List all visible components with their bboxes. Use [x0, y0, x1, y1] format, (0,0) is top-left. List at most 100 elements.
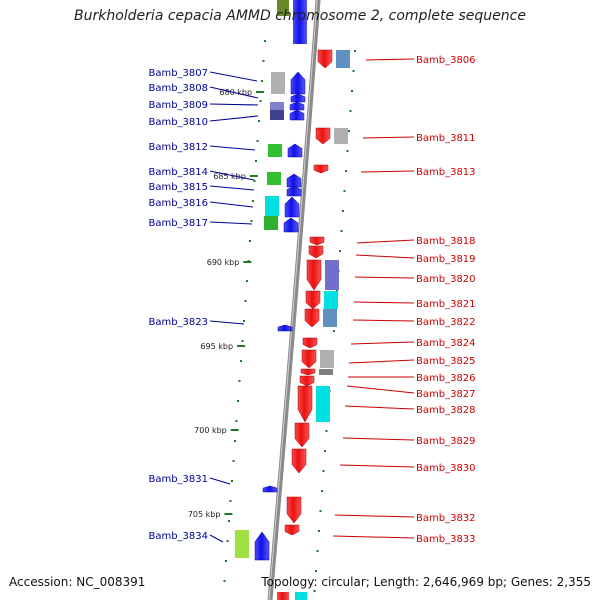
cog-box-bamb-3810	[270, 110, 284, 120]
gene-arrow-bamb-3815	[286, 185, 302, 197]
label-leader-bamb-3831	[209, 477, 231, 485]
gene-arrow-bamb-3810	[289, 109, 305, 121]
gene-arrow-partial-bottom	[277, 592, 289, 600]
gene-label-bamb-3814: Bamb_3814	[148, 167, 208, 178]
scale-tick-label: 705 kbp	[188, 510, 221, 519]
cog-box-bamb-3826	[319, 369, 333, 375]
cog-box-bamb-3828	[316, 386, 330, 422]
gene-arrow-bamb-3807	[290, 71, 306, 95]
gene-arrow-bamb-3824	[302, 337, 318, 349]
gene-label-bamb-3832: Bamb_3832	[416, 513, 476, 524]
topology-text: Topology: circular; Length: 2,646,969 bp…	[261, 575, 591, 589]
label-leader-bamb-3823	[209, 320, 245, 325]
cog-box-bamb-3812	[268, 144, 282, 157]
label-leader-bamb-3830	[339, 464, 415, 468]
label-leader-bamb-3812	[209, 145, 256, 151]
cog-box-bamb-3821	[324, 291, 338, 309]
gene-label-bamb-3819: Bamb_3819	[416, 254, 476, 265]
label-leader-bamb-3811	[362, 136, 415, 139]
gene-arrow-bamb-3834	[254, 531, 270, 561]
label-leader-bamb-3819	[355, 254, 415, 259]
scale-tick-label: 685 kbp	[213, 172, 246, 181]
label-leader-bamb-3833	[332, 535, 415, 539]
gene-arrow-bamb-3833	[284, 524, 300, 536]
gene-arrow-bamb-3814	[286, 173, 302, 188]
gene-label-bamb-3817: Bamb_3817	[148, 218, 208, 229]
gene-label-bamb-3815: Bamb_3815	[148, 182, 208, 193]
cog-box-bamb-3817	[264, 216, 278, 230]
label-leader-bamb-3824	[350, 341, 415, 345]
gene-arrow-bamb-3830	[291, 448, 307, 474]
gene-label-bamb-3813: Bamb_3813	[416, 167, 476, 178]
label-leader-bamb-3807	[209, 71, 258, 82]
gene-arrow-bamb-3806	[317, 49, 333, 69]
label-leader-bamb-3806	[365, 58, 415, 61]
cog-box-bamb-3809	[270, 102, 284, 110]
gene-arrow-bamb-3808	[290, 93, 306, 103]
cog-box-bamb-3825	[320, 350, 334, 368]
scale-tick-label: 695 kbp	[200, 342, 233, 351]
gene-arrow-bamb-3831	[262, 485, 278, 493]
gene-label-bamb-3822: Bamb_3822	[416, 317, 476, 328]
gene-label-bamb-3833: Bamb_3833	[416, 534, 476, 545]
gene-arrow-bamb-3818	[309, 236, 325, 246]
label-leader-bamb-3818	[356, 239, 415, 244]
label-leader-bamb-3822	[352, 319, 415, 322]
cog-box-bamb-3811	[334, 128, 348, 144]
gene-arrow-bamb-3822	[304, 308, 320, 328]
gene-label-bamb-3829: Bamb_3829	[416, 436, 476, 447]
scale-tick-label: 700 kbp	[194, 426, 227, 435]
gene-label-bamb-3834: Bamb_3834	[148, 531, 208, 542]
gene-arrow-bamb-3820	[306, 259, 322, 291]
gene-label-bamb-3820: Bamb_3820	[416, 274, 476, 285]
label-leader-bamb-3820	[354, 276, 415, 279]
cog-box-bamb-3814	[267, 172, 281, 185]
gene-label-bamb-3806: Bamb_3806	[416, 55, 476, 66]
gene-label-bamb-3807: Bamb_3807	[148, 68, 208, 79]
label-leader-bamb-3809	[209, 103, 259, 106]
gene-arrow-bamb-3826	[300, 368, 316, 376]
gene-arrow-bamb-3829	[294, 422, 310, 448]
cog-box-partial-top	[277, 0, 289, 16]
gene-label-bamb-3809: Bamb_3809	[148, 100, 208, 111]
gene-arrow-bamb-3817	[283, 217, 299, 233]
gene-arrow-bamb-3809	[289, 101, 305, 111]
gene-arrow-bamb-3827	[299, 375, 315, 387]
gene-arrow-partial-top	[293, 0, 307, 44]
cog-box-bamb-3834	[235, 530, 249, 558]
label-leader-bamb-3834	[209, 534, 224, 543]
scale-tick-label: 690 kbp	[207, 258, 240, 267]
gene-label-bamb-3812: Bamb_3812	[148, 142, 208, 153]
gene-arrow-bamb-3828	[297, 385, 313, 423]
gene-arrow-bamb-3816	[284, 196, 300, 218]
label-leader-bamb-3810	[209, 115, 259, 122]
gene-arrow-bamb-3811	[315, 127, 331, 145]
gene-label-bamb-3828: Bamb_3828	[416, 405, 476, 416]
cog-box-bamb-3822	[323, 309, 337, 327]
gene-arrow-bamb-3819	[308, 245, 324, 259]
gene-label-bamb-3808: Bamb_3808	[148, 83, 208, 94]
gene-label-bamb-3821: Bamb_3821	[416, 299, 476, 310]
gene-label-bamb-3811: Bamb_3811	[416, 133, 476, 144]
gene-label-bamb-3830: Bamb_3830	[416, 463, 476, 474]
gene-label-bamb-3823: Bamb_3823	[148, 317, 208, 328]
cog-box-bamb-3806	[336, 50, 350, 68]
accession-text: Accession: NC_008391	[9, 575, 146, 589]
cog-box-bamb-3816	[265, 196, 279, 216]
gene-label-bamb-3825: Bamb_3825	[416, 356, 476, 367]
gene-label-bamb-3831: Bamb_3831	[148, 474, 208, 485]
label-leader-bamb-3821	[353, 301, 415, 304]
gene-arrow-bamb-3825	[301, 349, 317, 369]
label-leader-bamb-3825	[348, 359, 415, 364]
cog-box-partial-bottom	[295, 592, 307, 600]
gene-label-bamb-3827: Bamb_3827	[416, 389, 476, 400]
label-leader-bamb-3827	[346, 385, 415, 394]
label-leader-bamb-3816	[209, 201, 254, 208]
gene-arrow-bamb-3813	[313, 164, 329, 174]
label-leader-bamb-3828	[344, 405, 415, 410]
gene-arrow-bamb-3832	[286, 496, 302, 524]
label-leader-bamb-3808	[209, 86, 259, 99]
gene-label-bamb-3824: Bamb_3824	[416, 338, 476, 349]
